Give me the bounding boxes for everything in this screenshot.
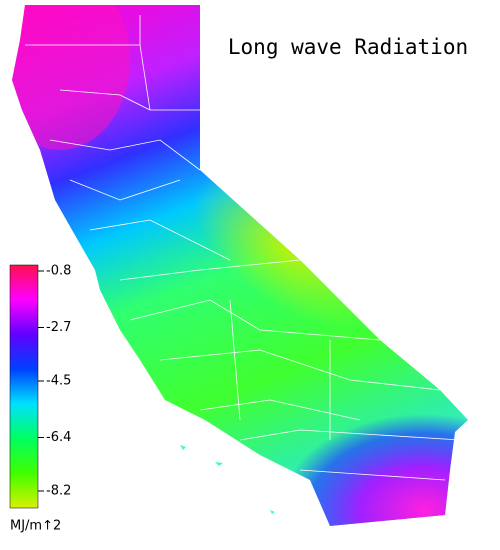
colorbar-tick-label: -8.2 [46,484,71,499]
colorbar-tick-label: -0.8 [46,264,71,279]
map-title: Long wave Radiation [228,35,468,59]
colorbar [9,264,39,509]
colorbar-tick-label: -6.4 [46,430,71,445]
colorbar-tick-label: -4.5 [46,374,71,389]
colorbar-unit: MJ/m↑2 [10,519,61,534]
colorbar-tick-label: -2.7 [46,320,71,335]
